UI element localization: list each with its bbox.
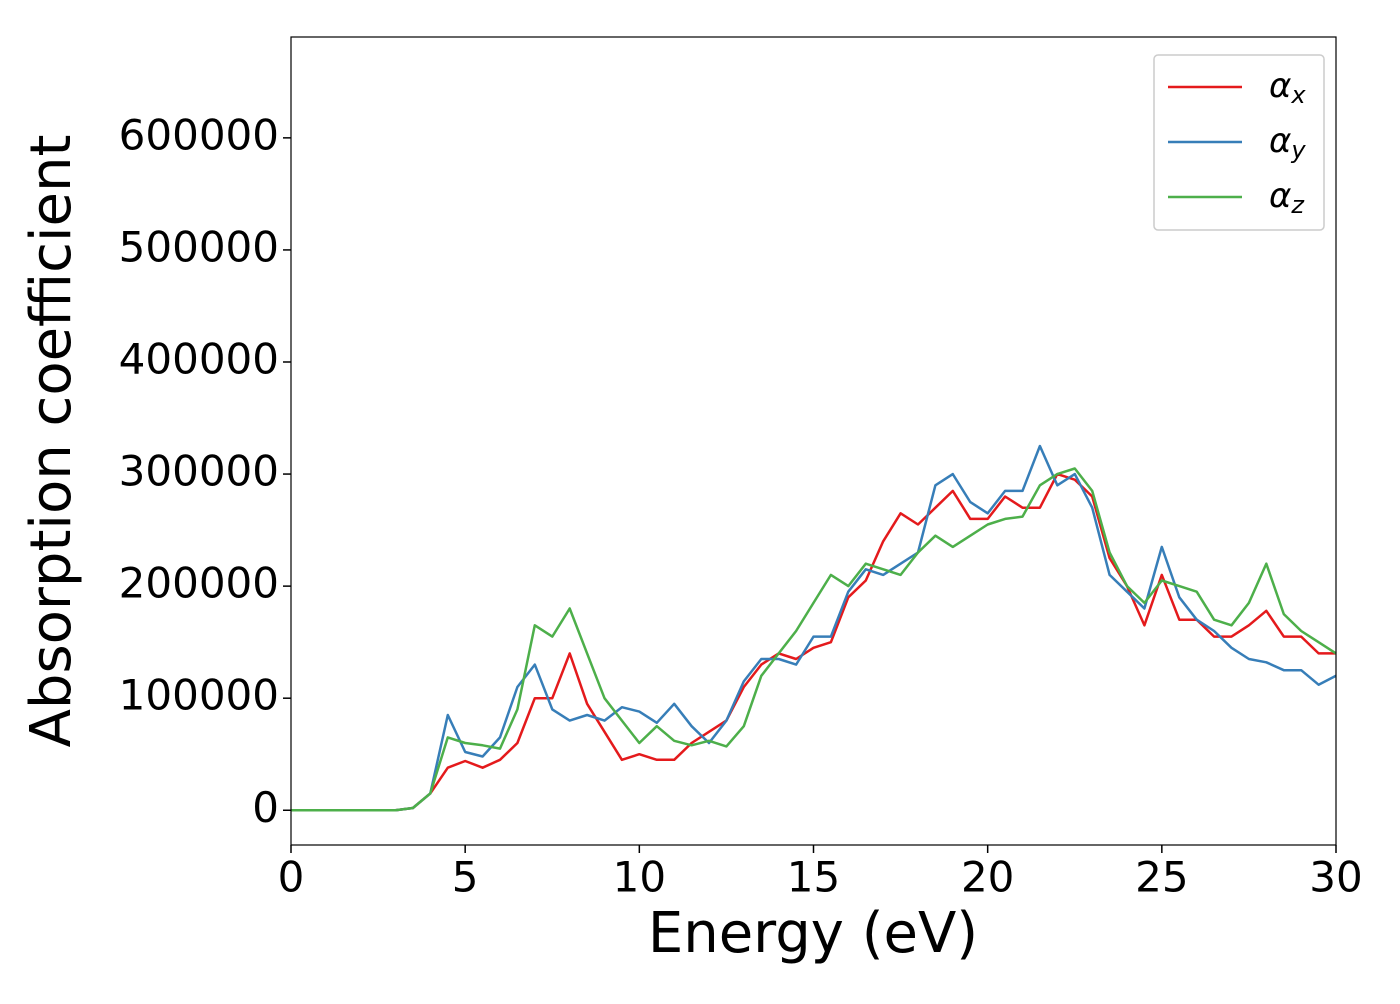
plot-frame (290, 36, 1337, 846)
y-tick-label: 500000 (119, 222, 279, 271)
legend-label: αy (1269, 121, 1306, 165)
y-tick-label: 100000 (119, 671, 279, 720)
legend-label: αz (1269, 176, 1305, 220)
x-tick-label: 0 (278, 853, 305, 902)
x-tick-label: 25 (1135, 853, 1188, 902)
x-tick-label: 30 (1309, 853, 1362, 902)
y-tick-label: 300000 (119, 447, 279, 496)
x-tick-label: 20 (961, 853, 1014, 902)
series-line (291, 472, 1336, 812)
x-axis-label: Energy (eV) (648, 901, 978, 966)
y-tick-label: 200000 (119, 559, 279, 608)
x-tick-label: 5 (452, 853, 479, 902)
legend-label: αx (1269, 66, 1306, 110)
series-line (291, 444, 1337, 812)
y-axis-label: Absorption coefficient (19, 135, 84, 748)
series-line (291, 467, 1337, 812)
x-tick-label: 10 (613, 853, 666, 902)
y-tick-label: 600000 (119, 110, 279, 159)
y-tick-label: 0 (252, 783, 279, 832)
y-tick-label: 400000 (119, 334, 279, 383)
x-tick-label: 15 (787, 853, 840, 902)
